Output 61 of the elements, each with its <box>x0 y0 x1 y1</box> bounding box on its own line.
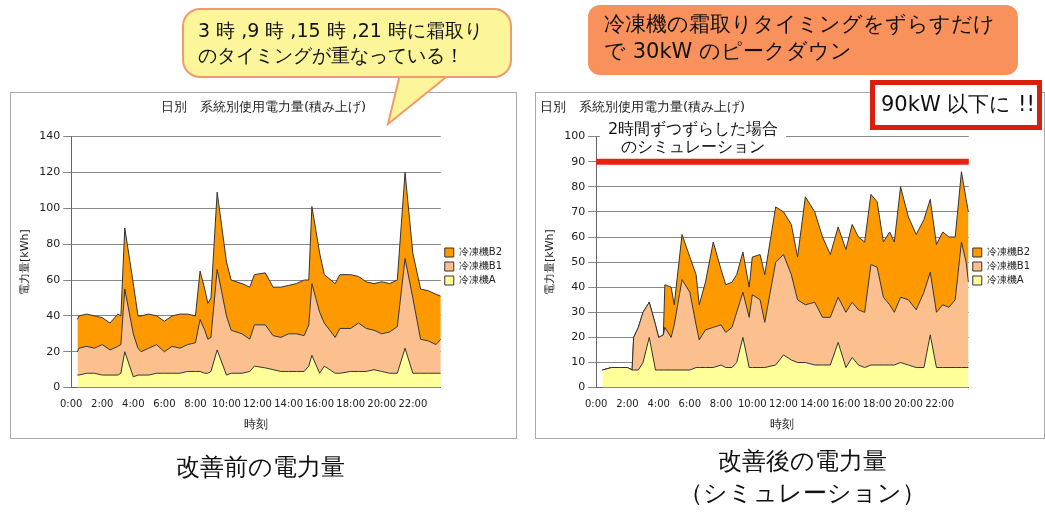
y-tick-label: 20 <box>46 344 61 358</box>
x-tick-label: 14:00 <box>800 398 830 410</box>
y-tick-label: 60 <box>571 229 586 243</box>
y-tick-label: 90 <box>571 154 586 168</box>
y-tick-label: 120 <box>39 165 61 179</box>
x-tick-label: 2:00 <box>91 398 114 410</box>
x-tick-label: 16:00 <box>305 398 335 410</box>
x-tick-label: 2:00 <box>616 398 639 410</box>
chart-title: 日別 系統別使用電力量(積み上げ) <box>540 99 746 115</box>
chart-title: 日別 系統別使用電力量(積み上げ) <box>160 99 367 115</box>
x-tick-label: 20:00 <box>893 398 923 410</box>
x-tick-label: 18:00 <box>862 398 892 410</box>
text: 改善後の電力量 <box>716 446 888 477</box>
y-tick-label: 140 <box>39 129 61 143</box>
x-tick-label: 10:00 <box>212 398 241 410</box>
x-tick-label: 22:00 <box>925 398 954 410</box>
y-tick-label: 100 <box>564 129 586 143</box>
y-tick-label: 40 <box>571 280 586 294</box>
text: （シミュレーション） <box>677 478 927 509</box>
y-tick-label: 60 <box>46 272 61 286</box>
x-axis-title: 時刻 <box>770 416 795 431</box>
legend-label: 冷凍機B2 <box>458 246 503 258</box>
x-tick-label: 18:00 <box>336 398 366 410</box>
x-axis-title: 時刻 <box>243 416 268 431</box>
legend-label: 冷凍機B1 <box>458 260 503 272</box>
x-tick-label: 0:00 <box>584 398 608 410</box>
y-axis-title: 電力量[kWh] <box>543 229 557 296</box>
x-tick-label: 16:00 <box>831 398 861 410</box>
x-tick-label: 4:00 <box>122 398 145 410</box>
x-tick-label: 6:00 <box>153 398 176 410</box>
y-tick-label: 80 <box>46 237 61 251</box>
x-tick-label: 10:00 <box>737 398 767 410</box>
legend-label: 冷凍機A <box>986 274 1024 286</box>
x-tick-label: 8:00 <box>709 398 733 410</box>
y-tick-label: 0 <box>578 380 586 394</box>
x-tick-label: 14:00 <box>274 398 304 410</box>
y-tick-label: 0 <box>53 380 61 394</box>
text: 改善前の電力量 <box>174 452 346 483</box>
x-tick-label: 22:00 <box>398 398 428 410</box>
annotation: 2時間ずつずらした場合のシミュレーション <box>600 119 786 156</box>
legend-label: 冷凍機B2 <box>986 246 1031 258</box>
y-tick-label: 50 <box>571 254 586 268</box>
y-tick-label: 10 <box>571 355 586 369</box>
text: 90kW 以下に !! <box>870 80 1042 130</box>
legend-label: 冷凍機A <box>458 274 496 286</box>
y-tick-label: 100 <box>39 201 61 215</box>
y-tick-label: 70 <box>571 204 586 218</box>
x-tick-label: 8:00 <box>184 398 207 410</box>
legend-label: 冷凍機B1 <box>986 260 1031 272</box>
text: 冷凍機の霜取りタイミングをずらすだけで 30kW のピークダウン <box>588 5 1018 75</box>
y-tick-label: 40 <box>46 308 61 322</box>
x-tick-label: 12:00 <box>769 398 798 410</box>
x-tick-label: 4:00 <box>647 398 670 410</box>
x-tick-label: 12:00 <box>243 398 272 410</box>
x-tick-label: 0:00 <box>59 398 83 410</box>
y-tick-label: 80 <box>571 179 586 193</box>
y-tick-label: 20 <box>571 330 586 344</box>
x-tick-label: 6:00 <box>678 398 702 410</box>
x-tick-label: 20:00 <box>367 398 397 410</box>
y-axis-title: 電力量[kWh] <box>18 229 32 296</box>
y-tick-label: 30 <box>571 305 586 319</box>
